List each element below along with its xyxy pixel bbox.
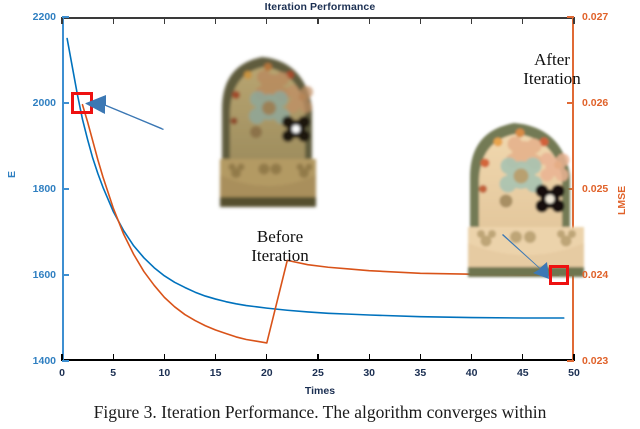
y-left-tick-label-1600: 1600 bbox=[32, 269, 56, 281]
x-tick-35 bbox=[419, 17, 422, 24]
x-tick-20 bbox=[266, 354, 268, 361]
annotation-before-line1: Before bbox=[256, 227, 304, 246]
y-left-tick-label-1400: 1400 bbox=[32, 355, 56, 367]
y-right-tick-label-0.025: 0.025 bbox=[582, 183, 609, 195]
annotation-after-line1: After bbox=[534, 50, 570, 69]
y-axis-label-e: E bbox=[6, 170, 18, 178]
artifact-image-before bbox=[212, 47, 340, 225]
x-tick-label-20: 20 bbox=[260, 367, 273, 379]
y-right-tick-0.025 bbox=[567, 188, 574, 190]
y-right-tick-label-0.024: 0.024 bbox=[582, 269, 609, 281]
x-tick-25 bbox=[317, 17, 319, 24]
plot-area: Before Iteration After Iteration bbox=[61, 16, 584, 362]
x-tick-50 bbox=[573, 17, 575, 24]
y-left-tick-2000 bbox=[62, 102, 69, 104]
x-tick-30 bbox=[368, 354, 370, 361]
series-line-lmse bbox=[81, 103, 560, 344]
y-left-tick-2200 bbox=[62, 16, 69, 18]
x-tick-45 bbox=[522, 354, 524, 361]
y-axis-label-lmse: LMSE bbox=[616, 185, 628, 215]
x-tick-45 bbox=[522, 17, 524, 24]
x-tick-5 bbox=[112, 354, 114, 361]
x-tick-label-35: 35 bbox=[414, 367, 427, 379]
series-curves bbox=[66, 37, 565, 344]
x-tick-50 bbox=[573, 354, 575, 361]
chart-title: Iteration Performance bbox=[264, 1, 376, 13]
annotation-before-line2: Iteration bbox=[251, 246, 309, 266]
x-tick-20 bbox=[266, 17, 268, 24]
x-tick-15 bbox=[214, 17, 217, 24]
x-tick-label-25: 25 bbox=[312, 367, 324, 379]
y-left-tick-1600 bbox=[62, 274, 69, 276]
x-tick-0 bbox=[61, 17, 63, 24]
y-left-tick-label-1800: 1800 bbox=[32, 183, 56, 195]
x-tick-label-30: 30 bbox=[363, 367, 376, 379]
y-right-tick-0.023 bbox=[567, 360, 574, 362]
arrow-to-converged-marker bbox=[502, 234, 549, 279]
y-right-tick-0.026 bbox=[567, 102, 574, 104]
x-tick-label-40: 40 bbox=[465, 367, 478, 379]
x-tick-10 bbox=[163, 17, 166, 24]
x-tick-label-50: 50 bbox=[568, 367, 580, 379]
x-tick-40 bbox=[470, 354, 473, 361]
y-right-tick-label-0.027: 0.027 bbox=[582, 11, 609, 23]
y-right-tick-label-0.023: 0.023 bbox=[582, 355, 609, 367]
arrow-to-start-marker bbox=[85, 95, 164, 130]
x-tick-label-15: 15 bbox=[209, 367, 222, 379]
x-tick-40 bbox=[470, 17, 473, 24]
annotation-before-iteration: Before Iteration bbox=[220, 227, 340, 265]
x-tick-label-10: 10 bbox=[158, 367, 171, 379]
x-axis-label: Times bbox=[304, 385, 336, 397]
annotation-after-line2: Iteration bbox=[523, 69, 581, 89]
converged-point-marker bbox=[548, 265, 569, 285]
x-tick-30 bbox=[368, 17, 370, 24]
x-tick-10 bbox=[163, 354, 166, 361]
artifact-image-after bbox=[458, 113, 596, 291]
y-left-tick-1800 bbox=[62, 188, 69, 190]
y-left-tick-1400 bbox=[62, 360, 69, 362]
x-tick-label-0: 0 bbox=[59, 367, 65, 379]
y-left-tick-label-2200: 2200 bbox=[32, 11, 56, 23]
y-left-tick-label-2000: 2000 bbox=[32, 97, 56, 109]
y-right-tick-0.027 bbox=[567, 16, 574, 18]
x-tick-25 bbox=[317, 354, 319, 361]
x-tick-label-5: 5 bbox=[110, 367, 117, 379]
x-tick-0 bbox=[61, 354, 63, 361]
annotation-after-iteration: After Iteration bbox=[492, 50, 612, 88]
x-tick-label-45: 45 bbox=[516, 367, 529, 379]
x-tick-35 bbox=[419, 354, 422, 361]
series-line-e bbox=[66, 37, 565, 319]
x-tick-5 bbox=[112, 17, 114, 24]
figure-caption: Figure 3. Iteration Performance. The alg… bbox=[93, 402, 547, 422]
x-tick-15 bbox=[214, 354, 217, 361]
y-right-tick-label-0.026: 0.026 bbox=[582, 97, 609, 109]
